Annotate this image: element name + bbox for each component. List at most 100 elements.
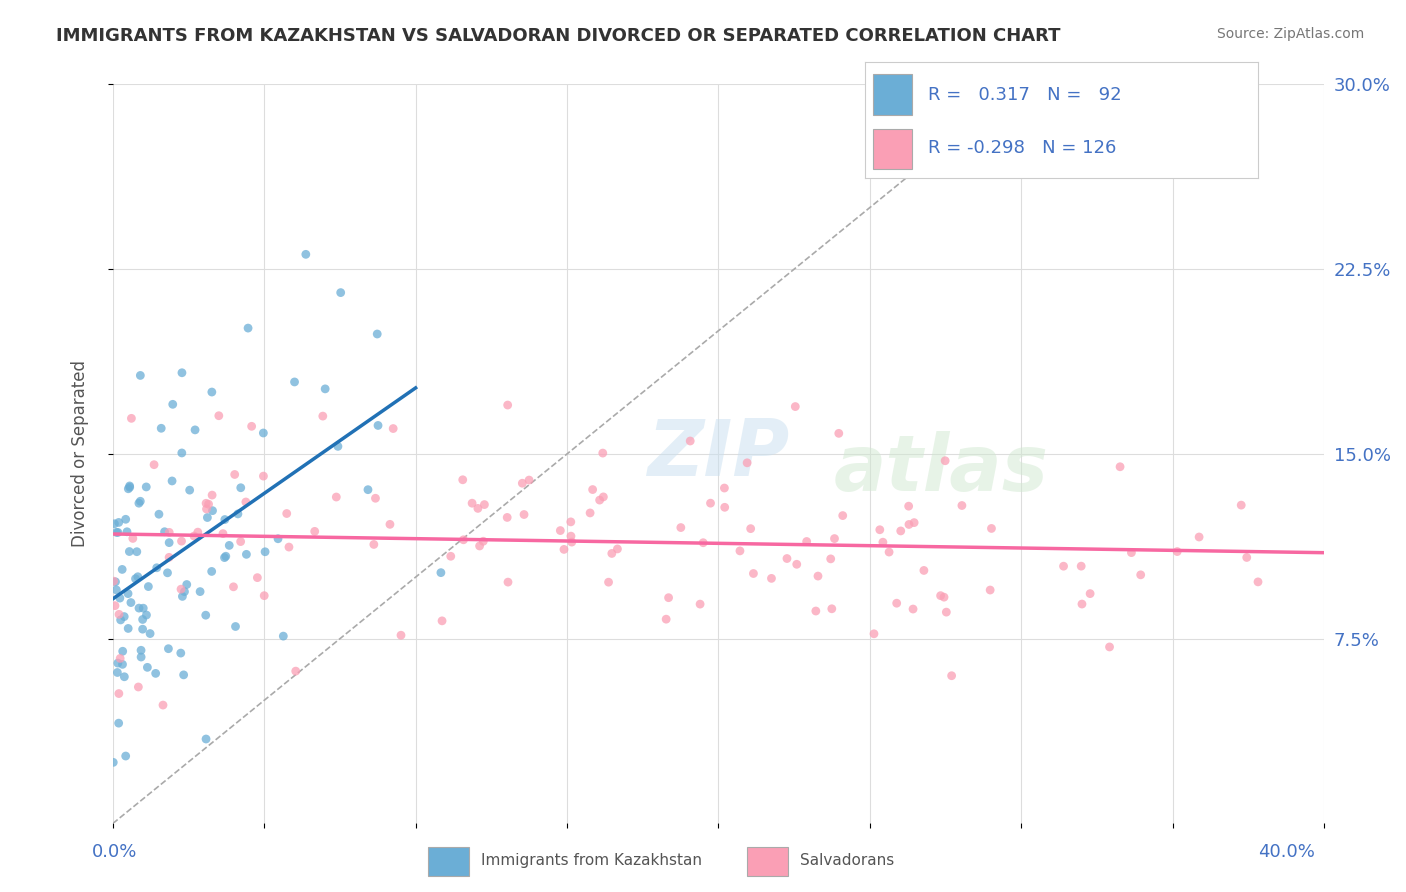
Point xyxy=(283,375,305,389)
Point xyxy=(108,687,131,701)
Point xyxy=(201,565,224,579)
Point xyxy=(117,622,139,636)
Point xyxy=(468,539,491,553)
Point xyxy=(112,670,135,684)
Point xyxy=(1070,559,1092,574)
Point xyxy=(173,668,195,682)
Point xyxy=(378,517,401,532)
FancyBboxPatch shape xyxy=(873,128,912,169)
Point xyxy=(160,474,183,488)
Point xyxy=(357,483,380,497)
Point xyxy=(118,479,141,493)
Point xyxy=(1247,574,1270,589)
Point xyxy=(941,669,963,683)
Point xyxy=(935,605,957,619)
Text: ZIP: ZIP xyxy=(647,416,790,492)
Point xyxy=(496,575,519,590)
Point xyxy=(129,650,152,665)
Text: R =   0.317   N =   92: R = 0.317 N = 92 xyxy=(928,86,1122,103)
Point xyxy=(312,409,335,423)
Point xyxy=(103,516,125,531)
Point xyxy=(1236,550,1258,565)
Point xyxy=(592,490,614,504)
Point xyxy=(742,566,765,581)
Point xyxy=(120,596,142,610)
Point xyxy=(430,566,453,580)
Point xyxy=(111,657,134,672)
Text: IMMIGRANTS FROM KAZAKHSTAN VS SALVADORAN DIVORCED OR SEPARATED CORRELATION CHART: IMMIGRANTS FROM KAZAKHSTAN VS SALVADORAN… xyxy=(56,27,1060,45)
Point xyxy=(598,575,620,590)
Point xyxy=(153,524,176,539)
Point xyxy=(103,574,125,589)
Point xyxy=(105,525,128,540)
Point xyxy=(157,525,180,540)
Point xyxy=(120,411,142,425)
Point xyxy=(804,604,827,618)
Point xyxy=(152,698,174,712)
Point xyxy=(776,551,799,566)
Point xyxy=(831,508,853,523)
Point xyxy=(118,544,141,558)
Point xyxy=(215,549,238,564)
Point xyxy=(785,400,807,414)
Point xyxy=(824,532,846,546)
Y-axis label: Divorced or Separated: Divorced or Separated xyxy=(72,360,89,548)
Point xyxy=(553,542,575,557)
Point xyxy=(108,651,131,665)
Point xyxy=(143,458,166,472)
Point xyxy=(314,382,336,396)
Point xyxy=(267,532,290,546)
Point xyxy=(1098,640,1121,654)
Point xyxy=(188,584,211,599)
Point xyxy=(451,473,474,487)
Point xyxy=(252,425,274,440)
Point xyxy=(162,397,184,411)
Point xyxy=(136,660,159,674)
Point xyxy=(214,550,236,565)
Point xyxy=(692,535,714,549)
Point xyxy=(148,507,170,521)
Point xyxy=(512,476,534,491)
Point xyxy=(1166,544,1188,558)
Point xyxy=(679,434,702,448)
Point xyxy=(276,507,298,521)
Point xyxy=(304,524,326,539)
Point xyxy=(222,580,245,594)
Point xyxy=(145,561,167,575)
Point xyxy=(561,535,583,549)
Point xyxy=(560,515,582,529)
Point xyxy=(1129,567,1152,582)
Point xyxy=(184,423,207,437)
Point xyxy=(550,524,572,538)
Point xyxy=(886,596,908,610)
Point xyxy=(229,534,252,549)
Point xyxy=(170,646,193,660)
Point xyxy=(107,525,129,540)
Point xyxy=(1188,530,1211,544)
Point xyxy=(235,547,257,561)
Point xyxy=(105,582,128,597)
Point xyxy=(820,552,842,566)
Point xyxy=(156,566,179,580)
Point xyxy=(129,643,152,657)
Point xyxy=(901,602,924,616)
Point xyxy=(187,525,209,540)
FancyBboxPatch shape xyxy=(747,847,787,876)
Point xyxy=(197,497,219,511)
Point xyxy=(195,502,218,516)
Text: Source: ZipAtlas.com: Source: ZipAtlas.com xyxy=(1216,27,1364,41)
Point xyxy=(588,493,610,508)
Point xyxy=(138,580,160,594)
Point xyxy=(131,622,153,636)
Point xyxy=(114,512,136,526)
Point xyxy=(467,501,489,516)
Point xyxy=(389,628,412,642)
FancyBboxPatch shape xyxy=(427,847,470,876)
Point xyxy=(176,577,198,591)
Point xyxy=(363,537,385,551)
Point xyxy=(669,520,692,534)
Point xyxy=(104,599,127,613)
Point xyxy=(145,666,167,681)
Point xyxy=(912,564,935,578)
Point xyxy=(135,480,157,494)
